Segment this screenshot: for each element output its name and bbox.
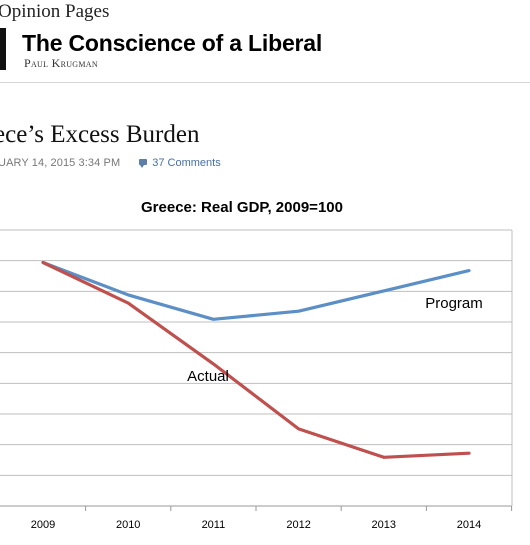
blog-title[interactable]: The Conscience of a Liberal: [22, 30, 323, 56]
x-tick-label: 2013: [372, 519, 396, 531]
post-date: RUARY 14, 2015 3:34 PM: [0, 157, 121, 169]
comments-link[interactable]: 37 Comments: [138, 157, 221, 169]
x-tick-label: 2011: [202, 519, 226, 531]
header-divider: [0, 82, 530, 83]
x-tick-label: 2014: [457, 519, 481, 531]
chart-gridlines: [0, 229, 513, 507]
comment-icon: [138, 158, 148, 168]
blog-logo-bar: [0, 28, 6, 70]
series-labels: Program Actual: [187, 295, 483, 385]
series-line-actual: [41, 260, 471, 459]
x-tick-label: 2012: [286, 519, 310, 531]
series-label-actual: Actual: [187, 368, 229, 385]
section-name[interactable]: Opinion Pages: [0, 1, 110, 22]
x-tick-label: 2010: [116, 519, 140, 531]
x-axis: 2009 2010 2011 2012 2013 2014: [31, 506, 513, 531]
series-line-program: [41, 260, 471, 321]
blog-author[interactable]: Paul Krugman: [24, 56, 98, 70]
post-title: ece’s Excess Burden: [0, 121, 200, 148]
chart-series: [41, 260, 471, 459]
chart-title: Greece: Real GDP, 2009=100: [141, 199, 343, 216]
x-tick-label: 2009: [31, 519, 55, 531]
post-meta: RUARY 14, 2015 3:34 PM 37 Comments: [0, 157, 221, 169]
comments-label[interactable]: 37 Comments: [152, 157, 221, 169]
series-label-program: Program: [425, 295, 483, 312]
